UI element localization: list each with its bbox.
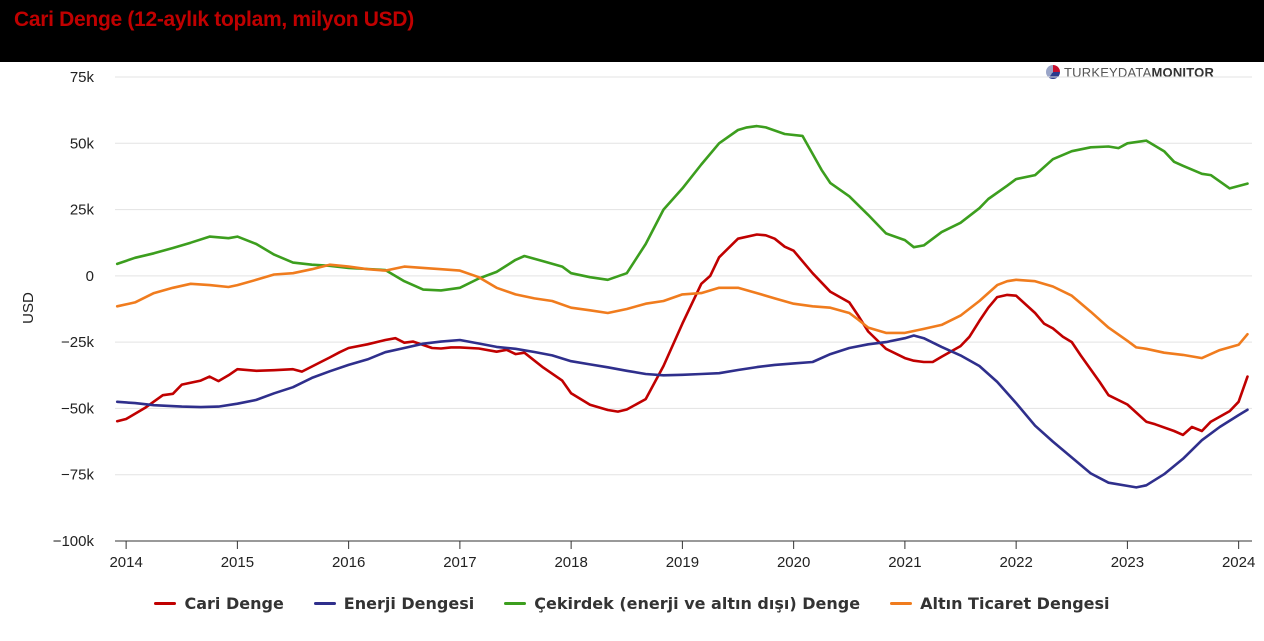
x-tick-label: 2015 (221, 554, 254, 571)
y-tick-label: −25k (61, 334, 94, 351)
page-title: Cari Denge (12-aylık toplam, milyon USD) (14, 8, 414, 31)
legend-swatch (313, 602, 336, 605)
legend-item-2[interactable]: Enerji Dengesi (313, 594, 475, 613)
turkeydatamonitor-logo[interactable]: TURKEYDATAMONITOR (1046, 62, 1214, 82)
x-tick-label: 2020 (777, 554, 810, 571)
legend-swatch (504, 602, 527, 605)
logo-text: TURKEYDATAMONITOR (1064, 65, 1214, 80)
legend-swatch (154, 602, 177, 605)
legend-item-4[interactable]: Altın Ticaret Dengesi (890, 594, 1110, 613)
y-tick-label: 0 (86, 268, 94, 285)
legend-label: Altın Ticaret Dengesi (920, 594, 1110, 613)
y-tick-label: 25k (70, 202, 95, 219)
x-tick-label: 2018 (554, 554, 587, 571)
legend-item-1[interactable]: Cari Denge (154, 594, 284, 613)
y-tick-label: 75k (70, 69, 95, 86)
x-tick-label: 2021 (888, 554, 921, 571)
chart-legend: Cari Denge Enerji Dengesi Çekirdek (enerji… (0, 594, 1264, 613)
title-bar: Cari Denge (12-aylık toplam, milyon USD) (0, 0, 1264, 62)
x-tick-label: 2017 (443, 554, 476, 571)
x-tick-label: 2016 (332, 554, 365, 571)
logo-text-bold: MONITOR (1151, 64, 1215, 80)
y-tick-label: −50k (61, 400, 94, 417)
y-axis-title: USD (20, 292, 37, 324)
x-tick-label: 2022 (999, 554, 1032, 571)
y-axis: 75k 50k 25k 0 −25k −50k −75k −100k (53, 69, 95, 550)
globe-icon (1046, 65, 1060, 79)
legend-swatch (890, 602, 913, 605)
legend-label: Enerji Dengesi (343, 594, 475, 613)
x-tick-label: 2023 (1111, 554, 1144, 571)
series-line-4 (115, 263, 1249, 360)
x-tick-label: 2024 (1222, 554, 1255, 571)
series-line-1 (115, 233, 1249, 437)
grid-lines (115, 76, 1252, 542)
logo-text-light: TURKEYDATA (1064, 64, 1152, 80)
x-tick-label: 2014 (109, 554, 142, 571)
line-chart: 2014 2015 2016 2017 2018 2019 2020 2021 2022 2023… (20, 69, 1255, 571)
series-line-3 (115, 124, 1249, 292)
x-axis: 2014 2015 2016 2017 2018 2019 2020 2021 2022 2023… (109, 541, 1255, 571)
series-lines (115, 124, 1249, 489)
y-tick-label: −100k (53, 533, 95, 550)
x-tick-label: 2019 (666, 554, 699, 571)
legend-item-3[interactable]: Çekirdek (enerji ve altın dışı) Denge (504, 594, 860, 613)
y-tick-label: −75k (61, 467, 94, 484)
legend-label: Cari Denge (184, 594, 284, 613)
y-tick-label: 50k (70, 135, 95, 152)
series-line-2 (115, 334, 1249, 489)
legend-label: Çekirdek (enerji ve altın dışı) Denge (534, 594, 861, 613)
